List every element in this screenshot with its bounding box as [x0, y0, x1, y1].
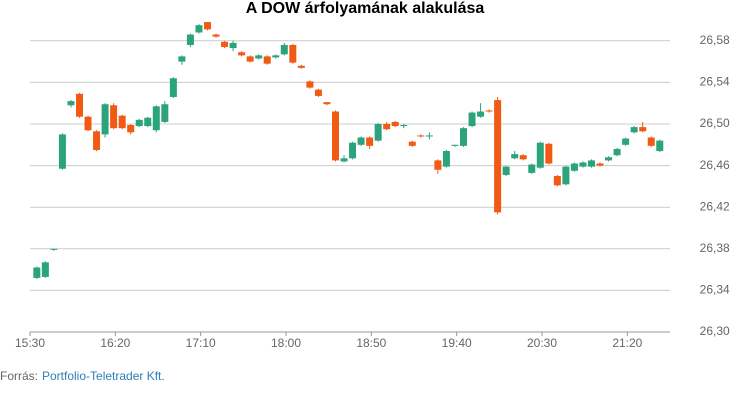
candle-body — [647, 137, 655, 146]
candle-body — [477, 111, 485, 117]
candle-body — [186, 34, 194, 45]
candle-body — [272, 55, 280, 58]
source-link[interactable]: Portfolio-Teletrader Kft. — [42, 369, 165, 383]
candle-body — [127, 125, 135, 133]
x-tick-label: 20:30 — [527, 336, 557, 350]
candle-body — [562, 166, 570, 185]
candle-body — [366, 137, 374, 146]
candle-body — [519, 155, 527, 160]
source-label: Forrás: — [0, 369, 38, 383]
candle-body — [630, 127, 638, 133]
candle-body — [263, 56, 271, 64]
x-tick-label: 21:20 — [612, 336, 642, 350]
candle-body — [169, 78, 177, 97]
candle-body — [289, 44, 297, 63]
candle-body — [238, 52, 246, 56]
candle-body — [391, 121, 399, 127]
candle-body — [306, 81, 314, 88]
candle-body — [323, 102, 331, 105]
candle-body — [622, 138, 630, 145]
candle-body — [587, 160, 595, 167]
candle-body — [67, 101, 75, 106]
candle-body — [246, 56, 254, 62]
candle-body — [280, 44, 288, 55]
candle-body — [596, 163, 604, 166]
candle-body — [118, 115, 126, 129]
y-tick-label: 26,500 — [700, 116, 730, 130]
candle-body — [178, 56, 186, 62]
candle-body — [528, 164, 536, 173]
candle-body — [545, 143, 553, 164]
candle-body — [229, 42, 237, 49]
candle-body — [434, 160, 442, 170]
candle-body — [58, 134, 66, 169]
candle-body — [195, 25, 203, 33]
candle-body — [331, 111, 339, 161]
candle-body — [203, 22, 211, 30]
candle-body — [374, 124, 382, 141]
candle-body — [408, 141, 416, 146]
candle-body — [511, 154, 519, 159]
x-tick-label: 16:20 — [100, 336, 130, 350]
candle-body — [340, 158, 348, 162]
candle-body — [485, 110, 493, 112]
candle-body — [553, 176, 561, 186]
candle-body — [144, 117, 152, 127]
x-tick-label: 18:50 — [356, 336, 386, 350]
candle-body — [41, 262, 49, 277]
y-tick-label: 26,420 — [700, 199, 730, 213]
x-tick-label: 15:30 — [15, 336, 45, 350]
candle-body — [349, 142, 357, 159]
candle-body — [383, 124, 391, 130]
x-tick-label: 17:10 — [186, 336, 216, 350]
candle-body — [468, 112, 476, 127]
candle-body — [417, 135, 425, 137]
candle-body — [451, 144, 459, 146]
y-tick-label: 26,300 — [700, 324, 730, 338]
candle-body — [357, 137, 365, 145]
y-tick-label: 26,540 — [700, 75, 730, 89]
candle-body — [442, 151, 450, 167]
candle-body — [93, 131, 101, 150]
x-tick-label: 19:40 — [442, 336, 472, 350]
candle-body — [459, 128, 467, 146]
x-tick-label: 18:00 — [271, 336, 301, 350]
candle-body — [110, 105, 118, 129]
candle-body — [297, 65, 305, 68]
candle-body — [579, 162, 587, 167]
y-tick-label: 26,460 — [700, 158, 730, 172]
candle-body — [570, 163, 578, 171]
candle-body — [84, 116, 92, 131]
y-tick-label: 26,380 — [700, 241, 730, 255]
candle-body — [536, 142, 544, 168]
candle-body — [314, 89, 322, 96]
candle-body — [502, 166, 510, 175]
candle-body — [101, 104, 109, 135]
candle-body — [494, 100, 502, 213]
candle-body — [400, 125, 408, 127]
candle-body — [613, 148, 621, 156]
candle-body — [255, 55, 263, 59]
y-tick-label: 26,580 — [700, 33, 730, 47]
candle-body — [212, 34, 220, 37]
candle-body — [605, 157, 613, 161]
y-tick-label: 26,340 — [700, 283, 730, 297]
candle-body — [425, 135, 433, 137]
chart-title: A DOW árfolyamának alakulása — [246, 0, 485, 17]
candle-body — [639, 127, 647, 132]
candle-body — [221, 41, 229, 48]
candle-body — [75, 93, 83, 117]
candle-body — [50, 248, 58, 250]
candle-body — [135, 119, 143, 127]
candle-body — [656, 140, 664, 152]
candle-body — [152, 106, 160, 131]
candle-body — [33, 267, 41, 278]
candle-body — [161, 104, 169, 122]
